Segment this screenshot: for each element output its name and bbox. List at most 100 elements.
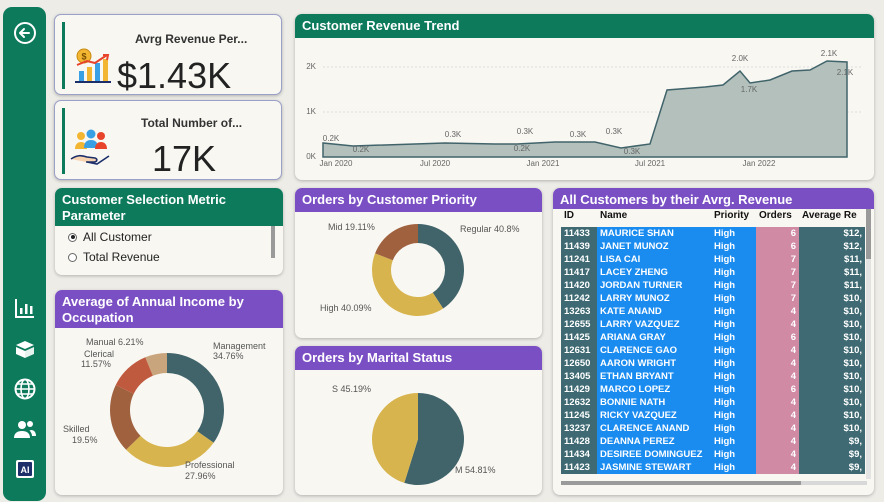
table-row[interactable]: 12655 LARRY VAZQUEZ High 4 $10,	[561, 318, 865, 331]
cell-priority: High	[711, 331, 756, 344]
radio-selected-icon[interactable]	[68, 232, 77, 242]
cell-average-revenue: $10,	[799, 344, 865, 357]
cell-id: 11434	[561, 448, 597, 461]
label-clerical-pct: 11.57%	[81, 359, 111, 369]
cell-priority: High	[711, 305, 756, 318]
segment-skilled[interactable]	[110, 385, 141, 450]
table-row[interactable]: 11420 JORDAN TURNER High 7 $11,	[561, 279, 865, 292]
ai-icon[interactable]: AI	[13, 457, 37, 481]
table-row[interactable]: 13405 ETHAN BRYANT High 4 $10,	[561, 370, 865, 383]
column-name[interactable]: Name	[597, 209, 711, 222]
table-row[interactable]: 11423 JASMINE STEWART High 4 $9,	[561, 461, 865, 474]
table-row[interactable]: 11434 DESIREE DOMINGUEZ High 4 $9,	[561, 448, 865, 461]
data-label: 0.2K	[514, 144, 531, 153]
table-row[interactable]: 11245 RICKY VAZQUEZ High 4 $10,	[561, 409, 865, 422]
marital-pie	[372, 393, 464, 485]
table-h-scroll-thumb[interactable]	[561, 481, 801, 485]
table-row[interactable]: 11425 ARIANA GRAY High 6 $10,	[561, 331, 865, 344]
cell-average-revenue: $11,	[799, 253, 865, 266]
table-row[interactable]: 11439 JANET MUNOZ High 6 $12,	[561, 240, 865, 253]
table-row[interactable]: 11433 MAURICE SHAN High 6 $12,	[561, 227, 865, 240]
slicer-scrollbar[interactable]	[271, 226, 275, 258]
table-row[interactable]: 11242 LARRY MUNOZ High 7 $10,	[561, 292, 865, 305]
cell-average-revenue: $10,	[799, 292, 865, 305]
column-orders[interactable]: Orders	[756, 209, 799, 222]
customers-hand-icon	[69, 129, 113, 174]
cell-priority: High	[711, 409, 756, 422]
cell-average-revenue: $10,	[799, 370, 865, 383]
table-header-row: ID Name Priority Orders Average Re	[561, 209, 865, 222]
segment-married[interactable]	[404, 393, 464, 485]
segment-regular[interactable]	[418, 224, 464, 309]
option-all-customer[interactable]: All Customer	[68, 230, 152, 244]
cell-priority: High	[711, 422, 756, 435]
table-row[interactable]: 13263 KATE ANAND High 4 $10,	[561, 305, 865, 318]
table-row[interactable]: 11417 LACEY ZHENG High 7 $11,	[561, 266, 865, 279]
cell-average-revenue: $12,	[799, 240, 865, 253]
svg-text:$: $	[81, 52, 86, 62]
cell-orders: 4	[756, 357, 799, 370]
cell-orders: 4	[756, 435, 799, 448]
cell-average-revenue: $11,	[799, 279, 865, 292]
back-arrow-icon[interactable]	[13, 21, 37, 45]
cell-id: 11439	[561, 240, 597, 253]
cell-name: CLARENCE GAO	[597, 344, 711, 357]
option-label: Total Revenue	[83, 250, 160, 264]
table-v-scroll-thumb[interactable]	[866, 209, 871, 259]
bar-chart-icon[interactable]	[13, 296, 37, 320]
column-id[interactable]: ID	[561, 209, 597, 222]
cell-orders: 7	[756, 292, 799, 305]
cell-average-revenue: $10,	[799, 396, 865, 409]
cell-name: LARRY MUNOZ	[597, 292, 711, 305]
globe-icon[interactable]	[13, 377, 37, 401]
cell-name: JORDAN TURNER	[597, 279, 711, 292]
table-row[interactable]: 12650 AARON WRIGHT High 4 $10,	[561, 357, 865, 370]
cell-id: 11425	[561, 331, 597, 344]
cell-name: JANET MUNOZ	[597, 240, 711, 253]
segment-professional[interactable]	[126, 431, 214, 467]
parameter-title: Customer Selection Metric Parameter	[55, 188, 283, 226]
revenue-trend-chart: 2K 1K 0K Jan 2020 Jul 2020 Jan 2021 Jul …	[306, 49, 863, 168]
table-row[interactable]: 11241 LISA CAI High 7 $11,	[561, 253, 865, 266]
cell-priority: High	[711, 435, 756, 448]
radio-unselected-icon[interactable]	[68, 252, 77, 262]
table-row[interactable]: 11429 MARCO LOPEZ High 6 $10,	[561, 383, 865, 396]
table-row[interactable]: 12632 BONNIE NATH High 4 $10,	[561, 396, 865, 409]
cell-name: AARON WRIGHT	[597, 357, 711, 370]
table-h-scrollbar[interactable]	[561, 481, 867, 485]
segment-manual[interactable]	[145, 353, 167, 376]
table-row[interactable]: 11428 DEANNA PEREZ High 4 $9,	[561, 435, 865, 448]
table-row[interactable]: 12631 CLARENCE GAO High 4 $10,	[561, 344, 865, 357]
kpi-customers-value: 17K	[152, 138, 217, 179]
segment-clerical[interactable]	[115, 357, 153, 394]
table-v-scrollbar[interactable]	[866, 209, 871, 479]
cell-name: ETHAN BRYANT	[597, 370, 711, 383]
boxes-icon[interactable]	[13, 337, 37, 361]
option-total-revenue[interactable]: Total Revenue	[68, 250, 160, 264]
label-skilled-pct: 19.5%	[72, 435, 98, 445]
cell-id: 12631	[561, 344, 597, 357]
segment-mid[interactable]	[375, 224, 418, 261]
cell-orders: 7	[756, 279, 799, 292]
table-row[interactable]: 13237 CLARENCE ANAND High 4 $10,	[561, 422, 865, 435]
trend-area	[322, 60, 848, 158]
cell-name: ARIANA GRAY	[597, 331, 711, 344]
cell-id: 11423	[561, 461, 597, 474]
cell-priority: High	[711, 461, 756, 474]
data-label: 0.3K	[517, 127, 534, 136]
segment-management[interactable]	[167, 353, 225, 443]
svg-text:AI: AI	[21, 465, 30, 475]
segment-single[interactable]	[372, 393, 418, 483]
users-icon[interactable]	[13, 417, 37, 441]
cell-average-revenue: $10,	[799, 409, 865, 422]
cell-id: 11241	[561, 253, 597, 266]
cell-orders: 6	[756, 331, 799, 344]
priority-card: Orders by Customer Priority Mid 19.11% R…	[295, 188, 542, 338]
column-average-revenue[interactable]: Average Re	[799, 209, 865, 222]
column-priority[interactable]: Priority	[711, 209, 756, 222]
cell-id: 11429	[561, 383, 597, 396]
cell-orders: 6	[756, 383, 799, 396]
cell-priority: High	[711, 448, 756, 461]
segment-high[interactable]	[372, 253, 444, 316]
customers-table: ID Name Priority Orders Average Re 11433…	[561, 209, 865, 474]
